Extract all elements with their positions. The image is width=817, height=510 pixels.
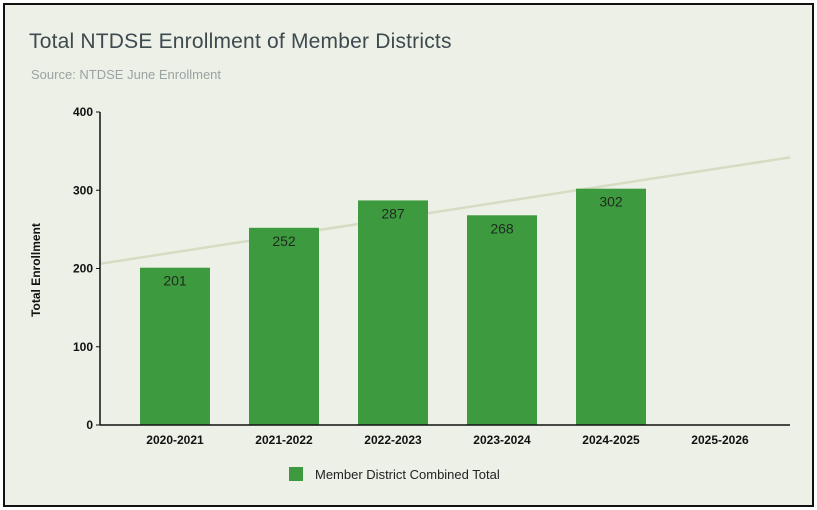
y-tick-label: 0 — [86, 418, 93, 432]
x-tick-label: 2021-2022 — [255, 433, 313, 447]
bar — [249, 227, 319, 425]
y-axis-label: Total Enrollment — [29, 223, 43, 317]
y-tick-label: 100 — [73, 340, 93, 354]
legend-label: Member District Combined Total — [315, 467, 500, 482]
bar — [467, 215, 537, 425]
legend-swatch — [289, 467, 303, 481]
bar — [576, 188, 646, 425]
data-label: 302 — [599, 194, 623, 210]
chart-subtitle: Source: NTDSE June Enrollment — [31, 67, 222, 82]
y-tick-label: 300 — [73, 183, 93, 197]
legend: Member District Combined Total — [289, 467, 500, 482]
trend-line — [99, 156, 791, 266]
data-label: 268 — [490, 220, 514, 236]
bar — [140, 267, 210, 425]
bar — [358, 200, 428, 425]
chart-title: Total NTDSE Enrollment of Member Distric… — [29, 30, 452, 53]
x-tick-label: 2022-2023 — [364, 433, 422, 447]
data-label: 287 — [381, 205, 405, 221]
y-tick-label: 200 — [73, 262, 93, 276]
data-label: 201 — [163, 273, 187, 289]
x-tick-label: 2024-2025 — [582, 433, 640, 447]
y-tick-label: 400 — [73, 105, 93, 119]
x-tick-label: 2023-2024 — [473, 433, 531, 447]
x-tick-label: 2025-2026 — [691, 433, 749, 447]
data-label: 252 — [272, 233, 296, 249]
x-tick-label: 2020-2021 — [146, 433, 204, 447]
